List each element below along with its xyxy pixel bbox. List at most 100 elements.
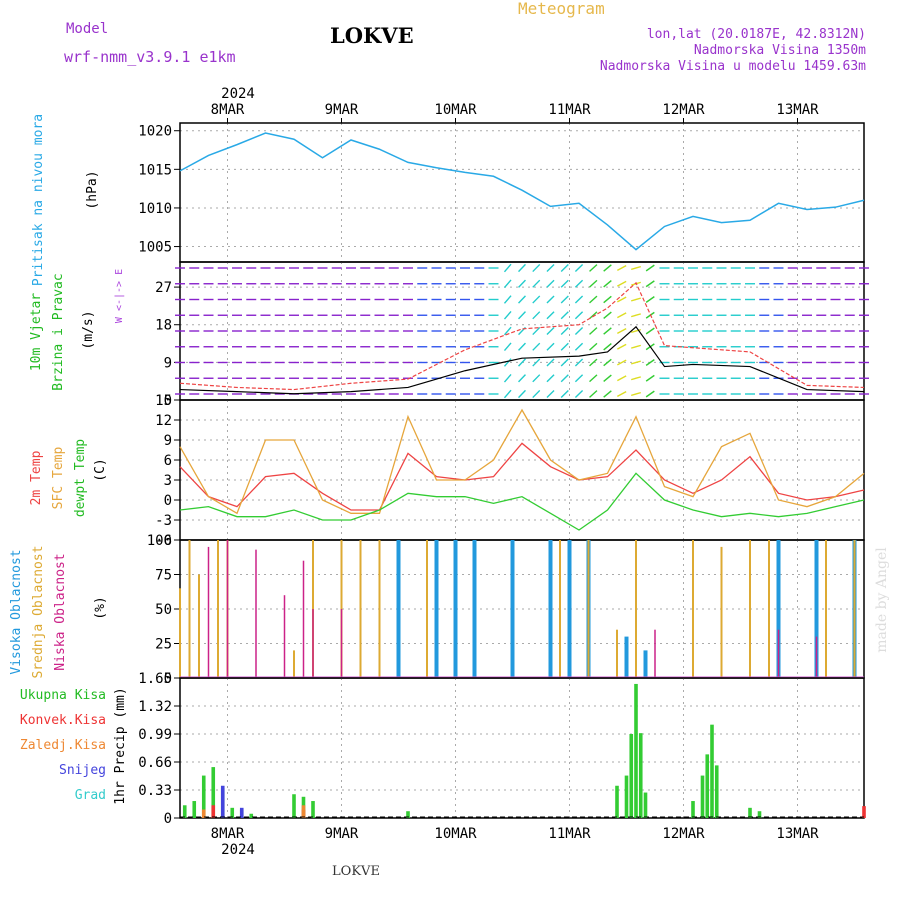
top-day-label: 8MAR (211, 102, 245, 118)
wind-unit: (m/s) (81, 310, 96, 349)
wind-arrow (574, 264, 584, 272)
cloud-mid-bar (359, 540, 362, 678)
precip-label-frozen: Zaledj.Kisa (20, 738, 106, 753)
y-tick-label: 6 (164, 453, 172, 469)
y-tick-label: 0 (164, 671, 172, 687)
wind-arrow (631, 313, 641, 318)
elevation-text: Nadmorska Visina 1350m (694, 43, 866, 58)
precip-total-bar (211, 767, 216, 818)
y-tick-label: 75 (155, 568, 172, 584)
meteogram-title: Meteogram (518, 0, 605, 18)
cloud-low-bar (226, 540, 229, 678)
precip-total-bar (757, 811, 762, 818)
wind-arrow (560, 358, 569, 367)
cloud-high-bar (643, 650, 648, 678)
wind-arrow (631, 391, 641, 397)
precip-total-bar (182, 805, 187, 818)
cloud-unit: (%) (93, 596, 108, 619)
wind-arrow (532, 279, 541, 288)
precip-total-bar (624, 775, 629, 818)
y-tick-label: 0.66 (138, 755, 172, 771)
precip-total-bar (705, 754, 710, 818)
y-tick-label: 0.33 (138, 783, 172, 799)
wind-gust-line (179, 281, 865, 391)
wind-arrow (532, 342, 541, 351)
temp-label-2m: 2m Temp (29, 450, 44, 505)
precip-total-bar (710, 724, 714, 818)
top-day-label: 12MAR (662, 102, 705, 118)
temp-2m-line (179, 442, 865, 511)
wind-arrow (546, 326, 555, 336)
top-day-label: 9MAR (325, 102, 359, 118)
panel-pressure: 1005 1010 1015 1020 (138, 122, 865, 263)
wind-arrow (532, 374, 541, 383)
wind-arrow (503, 326, 512, 336)
footer-station: LOKVE (332, 864, 380, 879)
pressure-label: Pritisak na nivou mora (31, 114, 46, 286)
model-label: Model (66, 21, 108, 37)
wind-arrow (603, 311, 612, 320)
bottom-day-label: 10MAR (434, 826, 477, 842)
cloud-high-bar (624, 636, 629, 678)
wind-direction-legend: W <-|-> E (114, 269, 125, 323)
cloud-mid-bar (188, 540, 191, 678)
panels: 1005101010151020091827-6-303691215025507… (138, 122, 869, 827)
wind-arrow (518, 358, 526, 367)
precip-snow-bar (239, 807, 244, 818)
cloud-mid-bar (616, 629, 618, 678)
y-tick-label: -3 (155, 513, 172, 529)
y-tick-label: 15 (155, 393, 172, 409)
precip-total-bar (714, 765, 719, 818)
credit-text: made by Angel (874, 547, 890, 653)
wind-arrow (546, 295, 555, 304)
wind-arrow (560, 263, 569, 273)
panel-wind: 0 9 18 27 (155, 261, 869, 409)
wind-arrow (546, 311, 555, 320)
cloud-low-bar (207, 546, 210, 678)
precip-total-bar (615, 785, 619, 818)
y-tick-label: 3 (164, 473, 172, 489)
cloud-low-bar (302, 560, 305, 678)
wind-arrow (503, 389, 512, 399)
bottom-day-label: 13MAR (776, 826, 819, 842)
temp-label-sfc: SFC Temp (51, 447, 66, 510)
precip-frozen-bar (201, 809, 206, 818)
cloud-mid-bar (587, 540, 590, 678)
cloud-high-bar (472, 540, 477, 678)
cloud-high-bar (814, 540, 819, 678)
pressure-label-group: Pritisak na nivou mora (hPa) (31, 114, 100, 286)
y-tick-label: -6 (155, 533, 172, 549)
precip-unit: 1hr Precip (mm) (113, 687, 128, 804)
cloud-label-high: Visoka Oblacnost (9, 549, 24, 674)
wind-arrow (532, 389, 541, 399)
wind-arrow (503, 358, 512, 367)
temp-dewpt-line (179, 472, 865, 531)
temp-sfc-line (179, 408, 865, 515)
cloud-mid-bar (198, 574, 200, 678)
y-tick-label: 0 (164, 493, 172, 509)
wind-arrow (645, 264, 655, 272)
precip-label-hail: Grad (75, 788, 106, 803)
wind-arrow (574, 390, 584, 398)
wind-arrow (589, 390, 598, 398)
precip-label-conv: Konvek.Kisa (20, 713, 106, 728)
cloud-low-bar (340, 609, 343, 678)
bottom-day-labels: 8MAR 9MAR 10MAR 11MAR 12MAR 13MAR (211, 826, 819, 842)
top-day-label: 10MAR (434, 102, 477, 118)
precip-total-bar (230, 807, 235, 818)
precip-label-group: Ukupna Kisa Konvek.Kisa Zaledj.Kisa Snij… (20, 687, 128, 804)
panel-frame (179, 399, 865, 541)
wind-arrow (617, 328, 627, 334)
cloud-low-bar (283, 595, 286, 678)
wind-arrow (518, 263, 526, 273)
bottom-day-label: 8MAR (211, 826, 245, 842)
station-title: LOKVE (330, 23, 414, 48)
panel-frame (179, 677, 865, 819)
wind-arrow (589, 327, 598, 335)
precip-total-bar (700, 775, 705, 818)
cloud-label-low: Niska Oblacnost (53, 553, 68, 670)
wind-arrow (631, 265, 641, 271)
wind-arrow (603, 327, 612, 335)
wind-arrow (574, 311, 584, 320)
top-day-label: 13MAR (776, 102, 819, 118)
